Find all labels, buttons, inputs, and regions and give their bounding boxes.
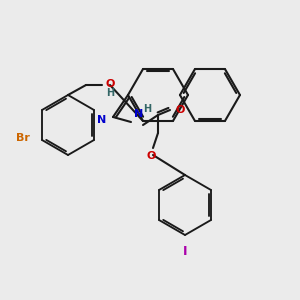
- Text: N: N: [97, 115, 106, 125]
- Text: H: H: [106, 88, 114, 98]
- Text: I: I: [183, 245, 187, 258]
- Text: O: O: [175, 105, 184, 115]
- Text: O: O: [105, 79, 114, 89]
- Text: H: H: [143, 104, 151, 114]
- Text: N: N: [134, 109, 143, 119]
- Text: Br: Br: [16, 133, 30, 143]
- Text: O: O: [146, 151, 156, 161]
